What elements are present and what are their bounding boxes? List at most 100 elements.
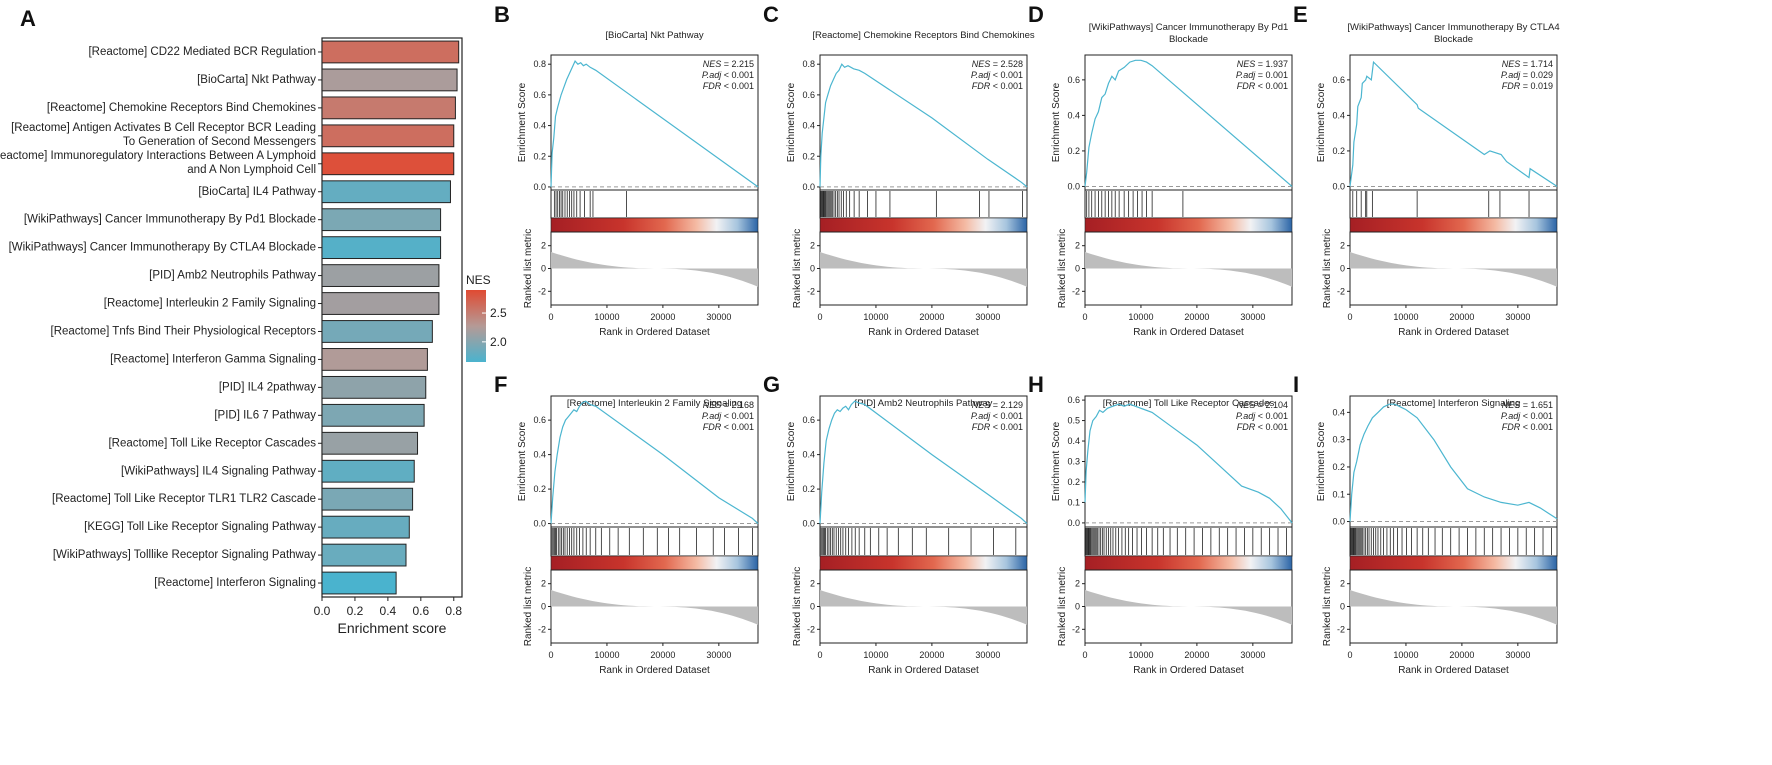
category-label: [Reactome] Interferon Signaling <box>154 577 316 589</box>
fdr-value: = 0.019 <box>1520 81 1553 91</box>
metric-axis-label: Ranked list metric <box>1057 567 1068 646</box>
panel-letter-c: C <box>763 2 779 27</box>
metric-tick-label: 0 <box>1075 602 1080 612</box>
y-axis-label: Enrichment Score <box>1051 421 1062 501</box>
rank-gradient <box>1349 217 1558 233</box>
x-tick-label: 30000 <box>1505 650 1530 660</box>
y-tick-label: 0.2 <box>1332 462 1345 472</box>
panel-letter-h: H <box>1028 372 1044 397</box>
x-tick-label: 0 <box>1082 650 1087 660</box>
metric-tick-label: -2 <box>538 286 546 296</box>
fdr-label: FDR <box>1502 81 1521 91</box>
category-label: [Reactome] Toll Like Receptor Cascades <box>108 437 316 449</box>
bar <box>321 264 440 287</box>
bar <box>321 96 456 120</box>
category-label: [PID] IL6 7 Pathway <box>214 409 316 421</box>
y-tick-label: 0.6 <box>1332 75 1345 85</box>
bar <box>321 152 455 176</box>
metric-area <box>1085 590 1292 625</box>
nes-stat: NES = 2.528 <box>972 59 1023 69</box>
y-tick-label: 0.2 <box>1332 146 1345 156</box>
metric-area <box>1350 252 1557 287</box>
fdr-value: < 0.001 <box>1255 422 1288 432</box>
panel-letter-d: D <box>1028 2 1044 27</box>
category-label: [Reactome] CD22 Mediated BCR Regulation <box>88 46 316 58</box>
y-axis-label: Enrichment Score <box>786 421 797 501</box>
panel-letter-a: A <box>20 6 36 31</box>
fdr-label: FDR <box>972 422 991 432</box>
bar <box>321 459 415 483</box>
x-tick-label: 20000 <box>650 312 675 322</box>
nes-value: = 1.714 <box>1520 59 1553 69</box>
category-label: [BioCarta] Nkt Pathway <box>197 74 316 86</box>
y-tick-label: 0.5 <box>1067 416 1080 426</box>
nes-value: = 1.651 <box>1520 400 1553 410</box>
hits-frame <box>550 189 759 219</box>
hits-frame <box>819 189 1028 219</box>
plot-frame-a <box>321 37 463 598</box>
category-label-line: To Generation of Second Messengers <box>123 136 316 148</box>
metric-axis-label: Ranked list metric <box>1057 229 1068 308</box>
metric-tick-label: 2 <box>1075 579 1080 589</box>
legend-colorbar <box>466 290 486 362</box>
panel-letter-b: B <box>494 2 510 27</box>
nes-stat: NES = 1.714 <box>1502 59 1553 69</box>
x-tick-label: 30000 <box>706 650 731 660</box>
rank-gradient <box>1349 555 1558 571</box>
y-tick-label: 0.6 <box>802 90 815 100</box>
y-tick-label: 0.2 <box>1067 146 1080 156</box>
es-curve <box>819 400 1028 525</box>
panel-title: [BioCarta] Nkt Pathway <box>605 30 703 41</box>
fdr-value: < 0.001 <box>1520 422 1553 432</box>
padj-value: < 0.001 <box>721 70 754 80</box>
fdr-label: FDR <box>1502 422 1521 432</box>
fdr-value: < 0.001 <box>721 422 754 432</box>
padj-value: < 0.001 <box>721 411 754 421</box>
fdr-label: FDR <box>1237 81 1256 91</box>
y-tick-label: 0.4 <box>533 121 546 131</box>
padj-value: = 0.029 <box>1520 70 1553 80</box>
x-tick-label: 20000 <box>1449 312 1474 322</box>
fdr-value: < 0.001 <box>1255 81 1288 91</box>
x-tick-label: 30000 <box>1240 650 1265 660</box>
gsea-panel-e: E [WikiPathways] Cancer Immunotherapy By … <box>1293 2 1560 338</box>
legend-title: NES <box>466 273 491 287</box>
metric-area <box>551 252 758 287</box>
hits-frame <box>550 526 759 557</box>
fdr-stat: FDR < 0.001 <box>1237 422 1288 432</box>
metric-tick-label: -2 <box>1072 286 1080 296</box>
padj-label: P.adj <box>1501 70 1521 80</box>
es-curve <box>1084 403 1293 524</box>
metric-tick-label: -2 <box>807 624 815 634</box>
padj-value: = 0.001 <box>1255 70 1288 80</box>
nes-value: = 2.104 <box>1255 400 1288 410</box>
x-tick-label: 20000 <box>650 650 675 660</box>
x-axis-label: Enrichment score <box>338 620 447 636</box>
x-tick-label: 30000 <box>975 650 1000 660</box>
fdr-value: < 0.001 <box>721 81 754 91</box>
panel-title: Blockade <box>1434 34 1473 45</box>
fdr-stat: FDR = 0.019 <box>1502 81 1553 91</box>
gsea-panel-g: G [PID] Amb2 Neutrophils Pathway 0.0 0.2 0.4… <box>763 372 1028 676</box>
y-axis-label: Enrichment Score <box>1316 82 1327 162</box>
y-tick-label: 0.6 <box>533 90 546 100</box>
bar <box>321 431 419 455</box>
padj-stat: P.adj < 0.001 <box>971 411 1023 421</box>
nes-stat: NES = 2.168 <box>703 400 754 410</box>
x-tick-label: 10000 <box>594 312 619 322</box>
padj-stat: P.adj < 0.001 <box>1501 411 1553 421</box>
bar <box>321 543 407 567</box>
metric-area <box>820 590 1027 625</box>
category-label-line: [Reactome] Immunoregulatory Interactions… <box>0 150 316 162</box>
y-tick-label: 0.0 <box>533 519 546 529</box>
panel-title: [Reactome] Interferon Signaling <box>1387 398 1521 409</box>
x-tick-label: 0 <box>548 650 553 660</box>
y-axis-label: Enrichment Score <box>786 82 797 162</box>
x-axis-label: Rank in Ordered Dataset <box>868 327 979 338</box>
hits-frame <box>1084 189 1293 219</box>
fdr-label: FDR <box>703 81 722 91</box>
fdr-stat: FDR < 0.001 <box>972 81 1023 91</box>
es-curve <box>550 400 759 525</box>
metric-tick-label: 2 <box>1340 241 1345 251</box>
